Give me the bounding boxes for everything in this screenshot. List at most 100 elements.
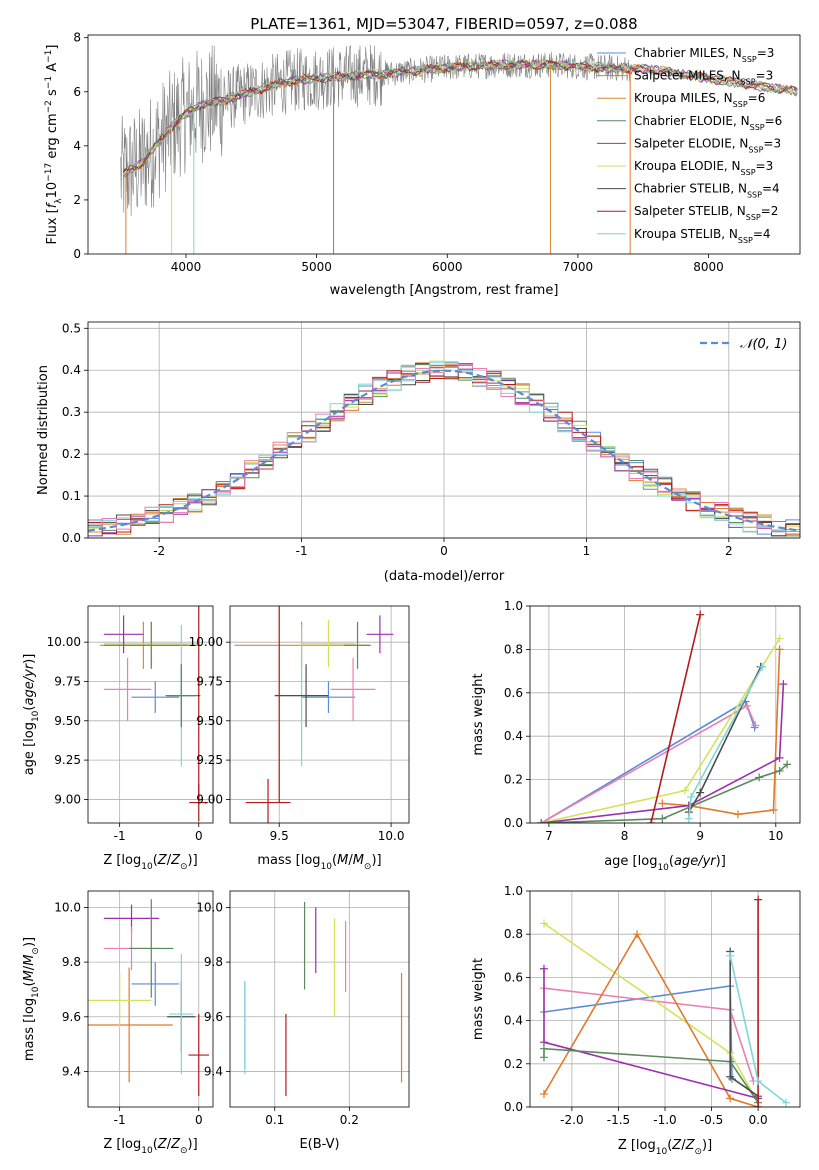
weight-marker <box>726 1072 735 1081</box>
label-part: 10 <box>31 986 41 998</box>
x-tick-label: -2.0 <box>560 1113 583 1127</box>
legend-text: Salpeter STELIB, N <box>634 204 746 218</box>
label-part: M <box>353 853 364 868</box>
axes-age-vs-mass: 9.5 10.0 9.00 9.25 9.50 9.75 10.00 mass [log10(… <box>189 605 410 872</box>
x-axis-label: Z [log10(Z/Z⊙)] <box>103 853 197 872</box>
label-part: )] <box>716 854 726 869</box>
weight-line <box>540 704 757 823</box>
weight-marker <box>658 799 667 808</box>
y-tick-label: 10.00 <box>189 635 223 649</box>
weight-line <box>541 684 785 823</box>
y-tick-label: 0.5 <box>62 321 81 335</box>
legend-sub: SSP <box>747 190 762 199</box>
legend-text: Chabrier STELIB, N <box>634 182 747 196</box>
x-axis-label: mass [log10(M/M⊙)] <box>257 853 381 872</box>
weight-line <box>543 932 759 1107</box>
label-part: ( <box>667 1138 672 1153</box>
x-tick-label: 8000 <box>693 260 724 274</box>
y-tick-label: 0.8 <box>504 642 523 656</box>
legend-label: Kroupa STELIB, NSSP=4 <box>634 227 771 245</box>
label-part: Z [log <box>618 1138 656 1153</box>
label-part: 10 <box>656 1147 668 1157</box>
y-axis-label: mass weight <box>471 673 486 755</box>
residual-histogram <box>88 364 800 533</box>
legend-sub: SSP <box>741 168 756 177</box>
weight-line <box>543 1047 759 1104</box>
x-tick-label: 6000 <box>432 260 463 274</box>
label-part: / <box>167 1137 172 1152</box>
y-tick-label: 10.0 <box>54 900 81 914</box>
label-part: / <box>22 965 37 970</box>
weight-marker <box>751 721 760 730</box>
label-part: −1 <box>44 76 54 89</box>
plot-area <box>537 610 792 823</box>
axes-frame <box>87 321 801 539</box>
legend-n: =3 <box>756 69 774 83</box>
axes-residuals: -2 -1 0 1 2 0.0 0.1 0.2 0.3 0.4 0.5 (data-model)/er… <box>36 321 801 584</box>
y-tick-label: 9.6 <box>62 1010 81 1024</box>
legend-label: Salpeter STELIB, NSSP=2 <box>634 204 778 222</box>
label-part: mass [log <box>22 998 37 1061</box>
x-tick-label: 0 <box>440 544 448 558</box>
label-part: λ <box>54 198 64 204</box>
x-tick-label: -2 <box>153 544 165 558</box>
axes-frame <box>529 890 801 1108</box>
label-part: 10 <box>45 182 60 199</box>
legend-label: Kroupa ELODIE, NSSP=3 <box>634 159 773 177</box>
label-part: Z <box>157 1137 168 1152</box>
label-part: ⊙ <box>694 1147 702 1157</box>
label-part: age [log <box>604 854 657 869</box>
weight-marker <box>779 680 788 689</box>
legend-text: Kroupa STELIB, N <box>634 227 738 241</box>
legend-text: Salpeter MILES, N <box>634 69 741 83</box>
axes-frame <box>229 890 410 1108</box>
weight-marker <box>754 1077 763 1086</box>
x-tick-label: 4000 <box>171 260 202 274</box>
axes-frame <box>529 605 801 824</box>
weight-marker <box>539 1053 548 1062</box>
label-part: )] <box>702 1138 712 1153</box>
x-axis-label: wavelength [Angstrom, rest frame] <box>330 283 559 298</box>
weight-marker <box>755 773 764 782</box>
x-tick-label: 0 <box>195 829 203 843</box>
weight-line <box>543 987 755 1082</box>
residual-histogram <box>88 363 800 535</box>
y-axis-label: mass [log10(M/M⊙)] <box>22 937 41 1061</box>
weight-marker <box>783 760 792 769</box>
label-part: −1 <box>44 50 54 63</box>
legend-sub: SSP <box>750 122 765 131</box>
weight-marker <box>754 1103 763 1107</box>
y-tick-label: 1.0 <box>504 599 523 613</box>
weight-marker <box>769 805 778 814</box>
label-part: A <box>45 63 60 76</box>
label-part: )] <box>22 654 37 664</box>
label-part: age [log <box>22 722 37 775</box>
y-tick-label: 9.50 <box>196 714 223 728</box>
y-tick-label: 0.2 <box>504 1057 523 1071</box>
legend-n: =4 <box>753 227 771 241</box>
y-tick-label: 9.6 <box>204 1010 223 1024</box>
label-part: )] <box>371 853 381 868</box>
y-tick-label: 0.4 <box>504 729 523 743</box>
x-axis-label: E(B-V) <box>299 1137 339 1152</box>
y-tick-label: 0.4 <box>504 1014 523 1028</box>
axes-frame <box>87 34 801 255</box>
label-part: ( <box>669 854 674 869</box>
label-part: 10 <box>141 862 153 872</box>
label-part: 10 <box>141 1146 153 1156</box>
label-part: erg cm <box>45 113 60 162</box>
label-part: M <box>22 955 37 966</box>
y-tick-label: 8 <box>73 31 81 45</box>
legend-n: =2 <box>761 204 779 218</box>
label-part: ( <box>332 853 337 868</box>
x-tick-label: 2 <box>725 544 733 558</box>
legend-n: =3 <box>756 159 774 173</box>
legend-text: Chabrier ELODIE, N <box>634 114 750 128</box>
y-tick-label: 0.2 <box>62 447 81 461</box>
model-line <box>122 59 798 173</box>
weight-marker <box>684 814 693 823</box>
x-tick-label: 10.0 <box>378 829 405 843</box>
label-part: Z <box>170 853 181 868</box>
weight-marker <box>539 964 548 973</box>
